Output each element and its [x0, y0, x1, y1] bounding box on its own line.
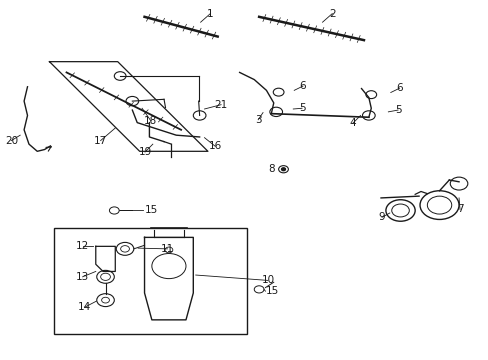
- Text: 1: 1: [206, 9, 213, 19]
- Text: 12: 12: [76, 241, 89, 251]
- Text: 11: 11: [161, 244, 174, 254]
- Text: 5: 5: [394, 105, 401, 115]
- Text: 10: 10: [261, 275, 274, 285]
- Text: 16: 16: [208, 141, 222, 151]
- Text: 7: 7: [456, 204, 463, 215]
- Text: 3: 3: [254, 115, 261, 125]
- Text: 6: 6: [299, 81, 305, 91]
- Circle shape: [281, 168, 285, 171]
- Text: 9: 9: [378, 212, 385, 222]
- Text: 14: 14: [78, 302, 91, 312]
- Text: 2: 2: [328, 9, 335, 19]
- Text: 6: 6: [395, 83, 402, 93]
- Bar: [54, 228, 246, 334]
- Text: 13: 13: [76, 272, 89, 282]
- Text: 15: 15: [265, 286, 279, 296]
- Text: 18: 18: [144, 116, 157, 126]
- Text: 4: 4: [349, 118, 355, 128]
- Text: 15: 15: [145, 206, 158, 216]
- Text: 5: 5: [298, 103, 305, 113]
- Text: 17: 17: [94, 136, 107, 145]
- Text: 21: 21: [214, 100, 227, 110]
- Text: 19: 19: [138, 147, 151, 157]
- Text: 8: 8: [268, 164, 275, 174]
- Text: 20: 20: [5, 136, 18, 145]
